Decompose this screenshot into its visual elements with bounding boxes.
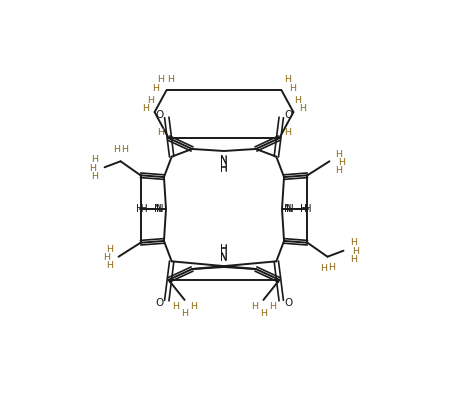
Text: H: H	[140, 204, 148, 214]
Text: H: H	[106, 245, 113, 254]
Text: H: H	[251, 303, 258, 311]
Text: N: N	[156, 204, 164, 214]
Text: O: O	[156, 298, 164, 307]
Text: H: H	[147, 96, 154, 105]
Text: –: –	[293, 204, 297, 214]
Text: H: H	[320, 264, 327, 273]
Text: H: H	[220, 164, 228, 174]
Text: H: H	[260, 309, 267, 318]
Text: H: H	[284, 75, 291, 84]
Text: H: H	[157, 75, 164, 84]
Text: H: H	[335, 150, 342, 159]
Text: H: H	[350, 255, 357, 264]
Text: H: H	[328, 263, 335, 272]
Text: H: H	[269, 303, 276, 311]
Text: N: N	[220, 156, 228, 166]
Text: O: O	[284, 298, 292, 307]
Text: H: H	[220, 245, 228, 255]
Text: H: H	[91, 172, 98, 181]
Text: H: H	[142, 103, 149, 113]
Text: H: H	[352, 247, 359, 256]
Text: H: H	[172, 303, 179, 311]
Text: N: N	[284, 204, 291, 214]
Text: N: N	[286, 204, 294, 214]
Text: –: –	[150, 204, 155, 214]
Text: H: H	[220, 244, 228, 254]
Text: H: H	[294, 96, 301, 105]
Text: H: H	[121, 145, 128, 154]
Text: O: O	[284, 110, 292, 120]
Text: H: H	[300, 204, 308, 214]
Text: H: H	[350, 238, 357, 247]
Text: H: H	[103, 253, 110, 262]
Text: H: H	[289, 84, 296, 93]
Text: H: H	[106, 261, 113, 270]
Text: H: H	[181, 309, 188, 318]
Text: H: H	[335, 166, 342, 175]
Text: N: N	[154, 204, 162, 214]
Text: H: H	[220, 163, 228, 173]
Text: H: H	[284, 128, 291, 137]
Text: H: H	[190, 303, 197, 311]
Text: H: H	[299, 103, 306, 113]
Text: H: H	[91, 155, 98, 164]
Text: N: N	[220, 252, 228, 262]
Text: O: O	[156, 110, 164, 120]
Text: H: H	[167, 75, 174, 84]
Text: H: H	[157, 128, 164, 137]
Text: H: H	[136, 204, 144, 214]
Text: H: H	[89, 164, 96, 173]
Text: H: H	[113, 145, 120, 154]
Text: H: H	[152, 84, 159, 93]
Text: H: H	[304, 204, 312, 214]
Text: N: N	[220, 155, 228, 165]
Text: N: N	[220, 253, 228, 263]
Text: H: H	[338, 158, 345, 167]
